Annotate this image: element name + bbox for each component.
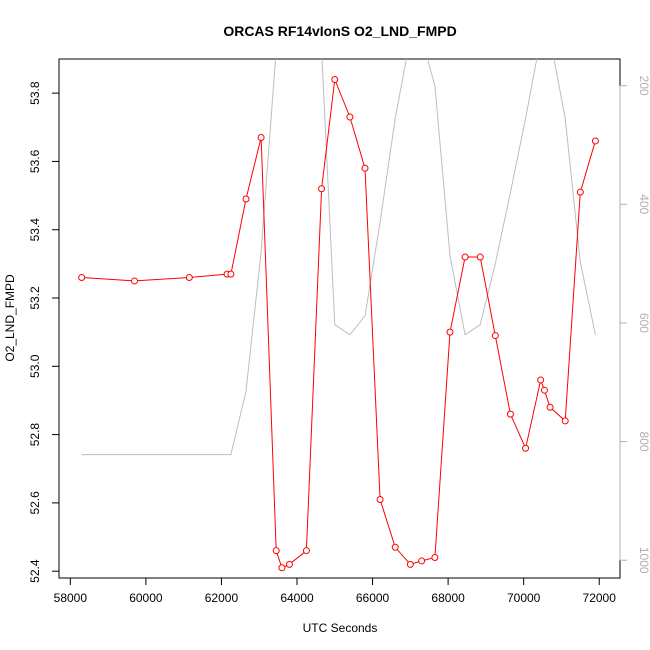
y-axis-label: O2_LND_FMPD [3, 274, 17, 362]
data-point [242, 195, 250, 203]
x-tick-label: 66000 [356, 591, 390, 605]
x-tick-label: 62000 [205, 591, 239, 605]
data-point [418, 557, 426, 565]
data-point [391, 543, 399, 551]
x-tick-label: 64000 [280, 591, 314, 605]
x-axis: 58000 60000 62000 64000 66000 68000 70000 72000 [54, 577, 617, 605]
data-point [131, 277, 139, 285]
data-point [591, 137, 599, 145]
data-point [278, 564, 286, 572]
data-point [318, 185, 326, 193]
red-series-line [81, 79, 596, 569]
data-point [431, 554, 439, 562]
data-point [537, 376, 545, 384]
data-point [406, 560, 414, 568]
chart-title: ORCAS RF14vIonS O2_LND_FMPD [223, 23, 456, 39]
data-point [331, 75, 339, 83]
data-point [546, 403, 554, 411]
y-tick-label: 52.8 [28, 423, 42, 447]
data-point [506, 410, 514, 418]
right-tick-label: 600 [637, 313, 650, 333]
data-point [257, 134, 265, 142]
y-tick-label: 53.6 [28, 149, 42, 173]
x-tick-label: 60000 [129, 591, 163, 605]
y-tick-label: 52.6 [28, 491, 42, 515]
plot-area [78, 59, 599, 572]
data-point [78, 274, 86, 282]
grey-series-line [81, 59, 596, 456]
data-point [561, 417, 569, 425]
x-tick-label: 58000 [54, 591, 88, 605]
data-point [461, 253, 469, 261]
y-tick-label: 53.4 [28, 218, 42, 242]
data-point [346, 113, 354, 121]
x-axis-label: UTC Seconds [303, 621, 378, 635]
data-point [361, 164, 369, 172]
data-point [491, 332, 499, 340]
data-point [446, 328, 454, 336]
right-tick-label: 800 [637, 432, 650, 452]
data-point [227, 270, 235, 278]
plot-frame [58, 58, 621, 579]
data-point [185, 274, 193, 282]
right-axis: 200 400 600 800 1000 [619, 76, 650, 574]
data-point [576, 188, 584, 196]
y-tick-label: 52.4 [28, 559, 42, 583]
data-point [302, 547, 310, 555]
x-tick-label: 68000 [431, 591, 465, 605]
right-tick-label: 400 [637, 194, 650, 214]
data-point [540, 386, 548, 394]
right-tick-label: 1000 [637, 547, 650, 574]
right-tick-label: 200 [637, 76, 650, 96]
y-tick-label: 53.8 [28, 81, 42, 105]
y-tick-label: 53.0 [28, 354, 42, 378]
data-point [476, 253, 484, 261]
data-point [376, 495, 384, 503]
y-axis: 52.4 52.6 52.8 53.0 53.2 53.4 53.6 53.8 [28, 81, 60, 583]
x-tick-label: 72000 [583, 591, 617, 605]
x-tick-label: 70000 [507, 591, 541, 605]
data-point [285, 560, 293, 568]
y-tick-label: 53.2 [28, 286, 42, 310]
data-point [522, 444, 530, 452]
data-point [272, 547, 280, 555]
